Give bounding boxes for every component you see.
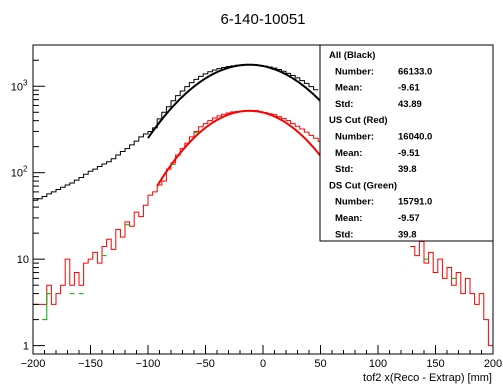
stats-label: Number:	[335, 197, 374, 208]
y-tick-label: 10	[11, 168, 23, 180]
stats-value: 16040.0	[398, 132, 432, 143]
stats-value: 39.8	[398, 164, 417, 175]
stats-header: US Cut (Red)	[329, 115, 388, 126]
stats-value: -9.61	[398, 83, 420, 94]
stats-value: -9.57	[398, 213, 420, 224]
stats-label: Std:	[335, 99, 353, 110]
stats-value: 43.89	[398, 99, 422, 110]
stats-value: -9.51	[398, 148, 420, 159]
stats-value: 66133.0	[398, 66, 432, 77]
x-tick-label: 0	[260, 358, 266, 370]
stats-label: Mean:	[335, 83, 362, 94]
stats-label: Std:	[335, 229, 353, 240]
x-tick-label: −100	[136, 358, 161, 370]
series-0-fit-curve	[147, 63, 322, 139]
stats-label: Mean:	[335, 213, 362, 224]
y-tick-exponent: 3	[23, 78, 28, 87]
stats-label: Mean:	[335, 148, 362, 159]
stats-value: 39.8	[398, 229, 417, 240]
series-2	[42, 132, 457, 321]
stats-header: All (Black)	[329, 50, 375, 61]
series-0	[33, 63, 322, 201]
series-2-histogram	[42, 132, 457, 321]
stats-label: Number:	[335, 132, 374, 143]
series-layer	[33, 63, 493, 347]
x-tick-label: 50	[314, 358, 326, 370]
stats-box: All (Black) Number: 66133.0 Mean: -9.61 Std: 4…	[319, 44, 494, 242]
y-tick-label: 1	[23, 341, 29, 353]
series-1-fit-curve	[156, 109, 322, 187]
y-tick-exponent: 2	[23, 165, 28, 174]
x-tick-label: 150	[426, 358, 444, 370]
stats-box-frame	[319, 44, 494, 242]
y-tick-label: 10	[11, 81, 23, 93]
stats-header: DS Cut (Green)	[329, 180, 397, 191]
stats-value: 15791.0	[398, 197, 432, 208]
y-tick-label: 10	[17, 254, 29, 266]
chart-title: 6-140-10051	[220, 11, 305, 28]
x-tick-label: −50	[196, 358, 215, 370]
x-tick-label: −150	[78, 358, 103, 370]
stats-label: Number:	[335, 66, 374, 77]
x-tick-label: −200	[21, 358, 46, 370]
x-tick-label: 200	[484, 358, 502, 370]
x-tick-label: 100	[369, 358, 387, 370]
stats-label: Std:	[335, 164, 353, 175]
x-axis-label: tof2 x(Reco - Extrap) [mm]	[363, 372, 492, 384]
